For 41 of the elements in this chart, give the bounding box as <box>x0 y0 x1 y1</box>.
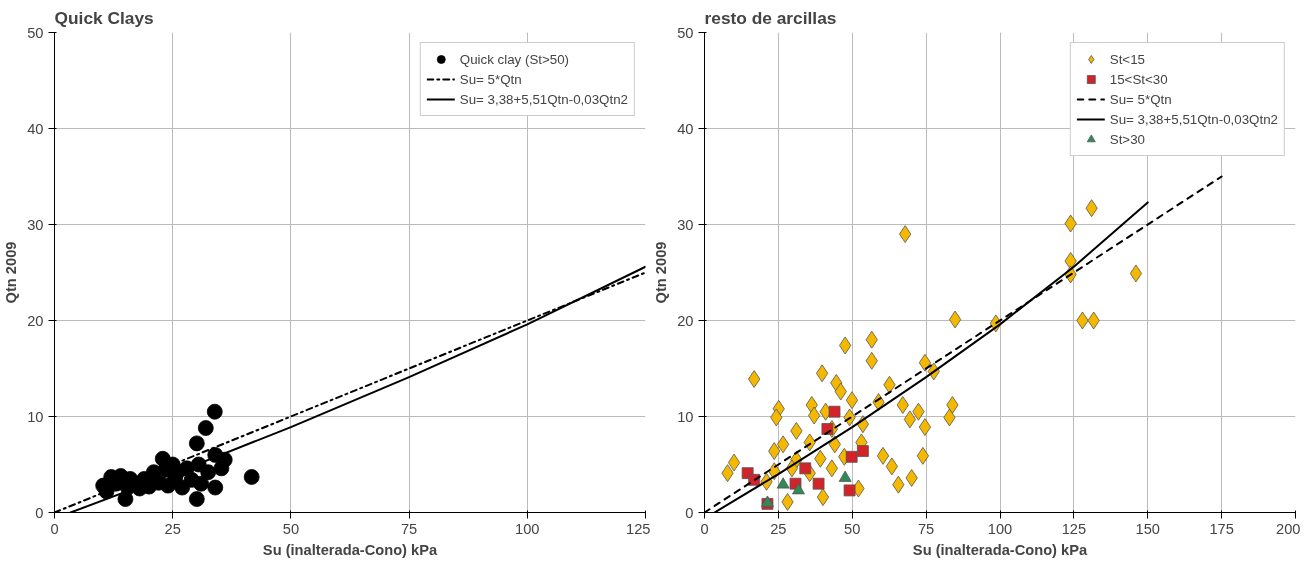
y-tick-label: 10 <box>27 408 44 425</box>
x-tick-label: 50 <box>282 520 300 537</box>
legend-label: Su= 5*Qtn <box>459 71 522 87</box>
legend-label: St<15 <box>1109 51 1145 67</box>
x-tick-label: 0 <box>50 520 59 537</box>
y-tick-label: 50 <box>27 24 44 41</box>
y-tick-label: 50 <box>677 24 694 41</box>
chart-title: Quick Clays <box>54 7 154 28</box>
x-tick-label: 125 <box>1061 520 1087 537</box>
x-tick-label: 75 <box>400 520 418 537</box>
x-tick-label: 25 <box>164 520 181 537</box>
x-tick-label: 75 <box>917 520 935 537</box>
x-axis-title: Su (inalterada-Cono) kPa <box>262 541 438 558</box>
legend-label: Quick clay (St>50) <box>459 51 570 67</box>
x-tick-label: 125 <box>626 520 651 537</box>
y-tick-label: 30 <box>27 216 44 233</box>
x-tick-label: 200 <box>1276 520 1301 537</box>
legend-label: Su= 3,38+5,51Qtn-0,03Qtn2 <box>1109 111 1278 127</box>
y-tick-label: 30 <box>677 216 694 233</box>
y-tick-label: 40 <box>677 120 694 137</box>
y-tick-label: 0 <box>685 504 694 521</box>
y-tick-label: 0 <box>35 504 44 521</box>
x-tick-label: 50 <box>844 520 861 537</box>
legend-label: 15<St<30 <box>1109 71 1168 87</box>
x-tick-label: 0 <box>700 520 709 537</box>
x-tick-label: 100 <box>515 520 540 537</box>
y-tick-label: 10 <box>677 408 694 425</box>
chart-title: resto de arcillas <box>704 7 837 28</box>
x-tick-label: 175 <box>1209 520 1234 537</box>
y-tick-label: 20 <box>677 312 694 329</box>
x-axis-title: Su (inalterada-Cono) kPa <box>912 541 1088 558</box>
y-axis-title: Qtn 2009 <box>653 241 670 304</box>
legend-label: St>30 <box>1109 131 1145 147</box>
x-tick-label: 150 <box>1135 520 1160 537</box>
y-axis-title: Qtn 2009 <box>3 241 20 304</box>
y-tick-label: 40 <box>27 120 44 137</box>
x-tick-label: 100 <box>987 520 1013 537</box>
legend-label: Su= 5*Qtn <box>1109 91 1172 107</box>
x-tick-label: 25 <box>770 520 787 537</box>
legend-label: Su= 3,38+5,51Qtn-0,03Qtn2 <box>459 91 628 107</box>
y-tick-label: 20 <box>27 312 44 329</box>
